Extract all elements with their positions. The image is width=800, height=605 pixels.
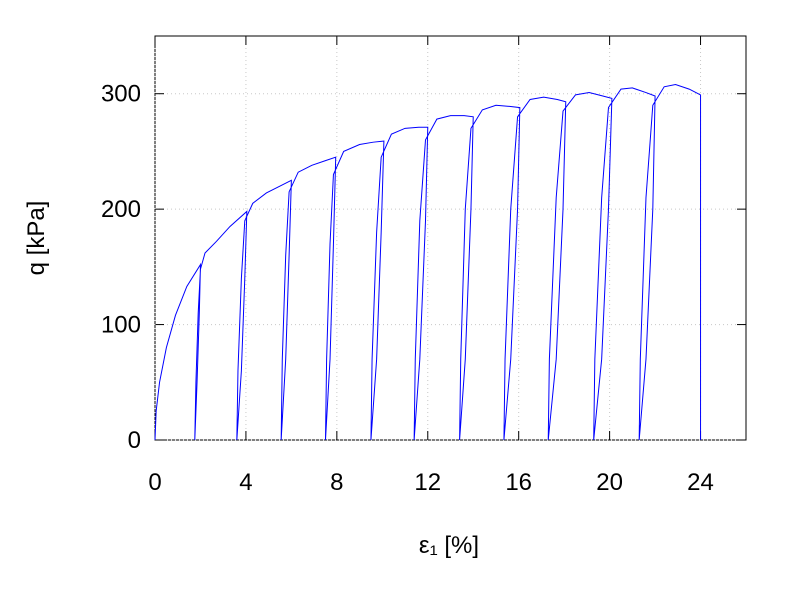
- y-tick-label: 300: [101, 81, 141, 108]
- x-tick-label: 0: [148, 469, 161, 496]
- y-tick-label: 200: [101, 196, 141, 223]
- x-tick-label: 4: [239, 469, 252, 496]
- data-line: [154, 83, 702, 441]
- x-tick-label: 16: [505, 469, 532, 496]
- x-axis-label: ε₁ [%]: [419, 532, 479, 559]
- x-tick-label: 20: [596, 469, 623, 496]
- y-tick-label: 100: [101, 312, 141, 339]
- y-axis-label: q [kPa]: [23, 201, 50, 276]
- x-tick-label: 8: [330, 469, 343, 496]
- x-tick-label: 12: [414, 469, 441, 496]
- y-tick-label: 0: [128, 427, 141, 454]
- plot-frame: [154, 35, 747, 441]
- x-tick-label: 24: [687, 469, 714, 496]
